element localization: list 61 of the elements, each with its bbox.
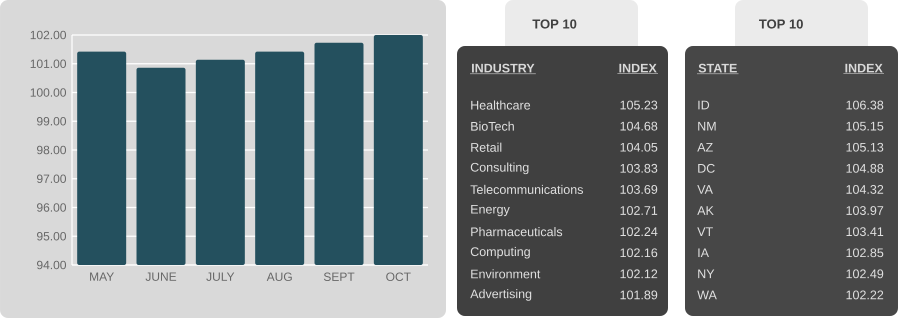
y-tick-label: 95.00 bbox=[37, 232, 66, 240]
text: TOP 10 bbox=[532, 19, 576, 29]
text: INDEX bbox=[619, 64, 657, 72]
category-label: WA bbox=[697, 290, 717, 300]
data-label: 103.41 bbox=[846, 227, 884, 236]
y-tick-label: 100.00 bbox=[30, 88, 66, 97]
y-tick-label: 102.00 bbox=[30, 30, 66, 40]
category-label: Computing bbox=[470, 246, 530, 259]
data-label: 102.22 bbox=[846, 290, 884, 300]
category-label: AZ bbox=[697, 142, 713, 152]
category-label: NY bbox=[698, 270, 714, 278]
category-label: Pharmaceuticals bbox=[471, 227, 562, 236]
data-label: 103.69 bbox=[620, 185, 658, 194]
data-label: 102.24 bbox=[620, 227, 658, 236]
y-tick-label: 99.00 bbox=[37, 117, 66, 126]
x-tick-label: OCT bbox=[386, 272, 411, 282]
y-tick-label: 96.00 bbox=[37, 203, 66, 212]
text: TOP 10 bbox=[759, 19, 803, 29]
data-label: 104.32 bbox=[846, 185, 884, 194]
category-label: VT bbox=[697, 227, 713, 236]
text: INDEX bbox=[845, 64, 883, 72]
category-label: Retail bbox=[471, 142, 502, 152]
data-label: 105.13 bbox=[846, 142, 884, 152]
x-tick-label: AUG bbox=[266, 272, 292, 282]
category-label: Telecommunications bbox=[470, 184, 583, 194]
data-label: 102.71 bbox=[620, 206, 658, 215]
category-label: Energy bbox=[471, 204, 510, 216]
y-tick-label: 97.00 bbox=[37, 174, 66, 183]
x-tick-label: MAY bbox=[90, 272, 114, 281]
data-label: 101.89 bbox=[620, 290, 658, 300]
category-label: Healthcare bbox=[471, 100, 530, 110]
category-label: Environment bbox=[471, 269, 540, 278]
category-label: NM bbox=[698, 122, 716, 130]
x-tick-label: JUNE bbox=[146, 272, 176, 281]
category-label: IA bbox=[698, 248, 709, 258]
data-label: 102.85 bbox=[846, 248, 884, 258]
data-label: 104.68 bbox=[620, 122, 658, 131]
text: INDUSTRY bbox=[472, 64, 534, 73]
data-label: 105.15 bbox=[846, 122, 884, 131]
category-label: Consulting bbox=[470, 162, 528, 174]
data-label: 102.49 bbox=[846, 269, 884, 278]
y-tick-label: 101.00 bbox=[30, 60, 66, 68]
y-tick-label: 94.00 bbox=[37, 260, 66, 270]
category-label: DC bbox=[698, 164, 715, 173]
category-label: ID bbox=[698, 100, 710, 110]
category-label: AK bbox=[697, 206, 714, 215]
category-label: BioTech bbox=[471, 122, 514, 131]
data-label: 102.12 bbox=[620, 269, 658, 278]
category-label: Advertising bbox=[470, 289, 532, 301]
x-tick-label: JULY bbox=[206, 272, 234, 281]
x-tick-label: SEPT bbox=[324, 272, 354, 282]
data-label: 105.23 bbox=[620, 100, 658, 110]
data-label: 106.38 bbox=[846, 100, 884, 110]
data-label: 104.05 bbox=[620, 142, 658, 152]
data-label: 103.83 bbox=[620, 164, 658, 173]
y-tick-label: 98.00 bbox=[37, 146, 66, 154]
data-label: 102.16 bbox=[620, 248, 658, 258]
category-label: VA bbox=[697, 185, 713, 194]
text: STATE bbox=[698, 64, 737, 73]
data-label: 104.88 bbox=[846, 164, 884, 173]
data-label: 103.97 bbox=[846, 206, 884, 215]
